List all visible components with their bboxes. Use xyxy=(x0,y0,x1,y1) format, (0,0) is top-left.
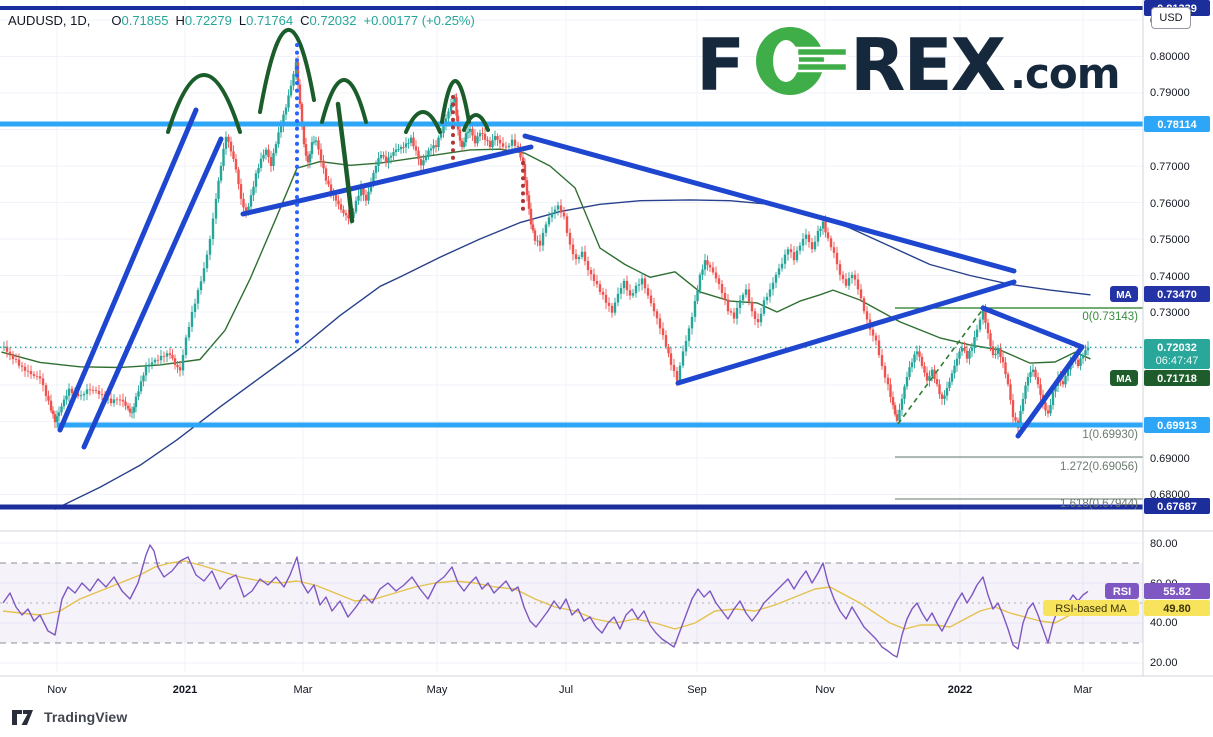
close-label: C xyxy=(300,13,310,28)
symbol-title: AUDUSD, 1D, xyxy=(8,13,91,28)
price-badge xyxy=(1144,498,1210,514)
svg-text:Sep: Sep xyxy=(687,684,707,696)
arc-annotation-2[interactable] xyxy=(258,27,316,114)
triangle-lower[interactable] xyxy=(675,279,1017,386)
rsi-line xyxy=(2,544,1089,658)
svg-text:0.74000: 0.74000 xyxy=(1150,271,1190,283)
svg-text:40.00: 40.00 xyxy=(1150,617,1178,629)
svg-text:0.69913: 0.69913 xyxy=(1157,420,1197,432)
svg-text:1.272(0.69056): 1.272(0.69056) xyxy=(1060,461,1138,473)
fib-labels: 0(0.73143) 1(0.69930) 1.272(0.69056) 1.618(… xyxy=(1060,311,1138,510)
arc-annotation-5[interactable] xyxy=(440,79,471,124)
channel-line-b[interactable] xyxy=(81,136,224,450)
currency-unit-button[interactable]: USD xyxy=(1151,7,1191,29)
svg-text:Jul: Jul xyxy=(559,684,573,696)
svg-text:49.80: 49.80 xyxy=(1163,603,1191,615)
price-badge xyxy=(1144,116,1210,132)
svg-text:0.78114: 0.78114 xyxy=(1157,119,1197,131)
arc-annotation-1[interactable] xyxy=(166,73,242,134)
svg-text:F: F xyxy=(696,23,743,107)
close-value: 0.72032 xyxy=(309,13,357,28)
indicator-value-badge xyxy=(1144,583,1210,599)
svg-text:1.618(0.67944): 1.618(0.67944) xyxy=(1060,498,1138,510)
pennant-lower[interactable] xyxy=(1015,344,1085,439)
channel-line-a[interactable] xyxy=(57,107,199,433)
ma-pill xyxy=(1110,286,1138,302)
svg-text:Nov: Nov xyxy=(815,684,835,696)
svg-text:0.73000: 0.73000 xyxy=(1150,307,1190,319)
green-down-stroke[interactable] xyxy=(335,101,355,224)
tradingview-icon xyxy=(12,709,33,725)
open-label: O xyxy=(111,13,122,28)
time-axis[interactable]: Nov 2021 Mar May Jul Sep Nov 2022 Mar xyxy=(47,684,1093,696)
svg-text:80.00: 80.00 xyxy=(1150,538,1178,550)
svg-text:0(0.73143): 0(0.73143) xyxy=(1082,311,1138,323)
tradingview-label: TradingView xyxy=(44,709,128,725)
svg-text:0.69000: 0.69000 xyxy=(1150,453,1190,465)
arc-annotation-3[interactable] xyxy=(320,78,368,124)
svg-text:0.80000: 0.80000 xyxy=(1150,51,1190,63)
svg-text:0.75000: 0.75000 xyxy=(1150,234,1190,246)
ma-pill xyxy=(1110,370,1138,386)
arc-annotation-6[interactable] xyxy=(462,113,490,132)
indicator-pill xyxy=(1105,583,1139,599)
svg-text:.com: .com xyxy=(1010,49,1119,98)
price-badge xyxy=(1144,286,1210,302)
svg-text:20.00: 20.00 xyxy=(1150,657,1178,669)
pane-chrome xyxy=(0,0,1213,677)
svg-text:0.73470: 0.73470 xyxy=(1157,289,1197,301)
price-badge xyxy=(1144,417,1210,433)
svg-text:2022: 2022 xyxy=(948,684,972,696)
svg-text:Mar: Mar xyxy=(294,684,313,696)
measured-move-dashed-line[interactable] xyxy=(897,308,984,425)
svg-text:RSI-based MA: RSI-based MA xyxy=(1055,603,1127,615)
svg-text:MA: MA xyxy=(1116,374,1132,385)
low-label: L xyxy=(238,13,247,28)
price-badge xyxy=(1144,339,1210,369)
svg-text:0.76000: 0.76000 xyxy=(1150,198,1190,210)
forex-logo: F REX .com xyxy=(696,23,1120,107)
open-value: 0.71855 xyxy=(121,13,169,28)
analyst-drawings[interactable] xyxy=(0,6,1143,510)
svg-text:1(0.69930): 1(0.69930) xyxy=(1082,429,1138,441)
svg-text:May: May xyxy=(427,684,448,696)
high-label: H xyxy=(175,13,185,28)
svg-text:Nov: Nov xyxy=(47,684,67,696)
price-badge xyxy=(1144,370,1210,386)
triangle-upper[interactable] xyxy=(522,133,1017,274)
svg-text:0.72032: 0.72032 xyxy=(1157,342,1197,354)
change-value: +0.00177 (+0.25%) xyxy=(363,13,475,28)
arc-annotation-4[interactable] xyxy=(404,110,442,134)
svg-text:0.77000: 0.77000 xyxy=(1150,161,1190,173)
rsi-panel xyxy=(0,544,1143,658)
svg-text:RSI: RSI xyxy=(1113,586,1131,598)
neckline[interactable] xyxy=(240,144,534,217)
svg-text:0.67687: 0.67687 xyxy=(1157,501,1197,513)
svg-text:55.82: 55.82 xyxy=(1163,586,1191,598)
indicator-pill xyxy=(1043,600,1139,616)
svg-text:2021: 2021 xyxy=(173,684,197,696)
high-value: 0.72279 xyxy=(184,13,232,28)
low-value: 0.71764 xyxy=(246,13,294,28)
svg-text:0.79000: 0.79000 xyxy=(1150,87,1190,99)
symbol-legend: AUDUSD, 1D, O0.71855 H0.72279 L0.71764 C0.72… xyxy=(8,13,475,28)
svg-text:0.71718: 0.71718 xyxy=(1157,373,1197,385)
svg-text:REX: REX xyxy=(850,23,1006,107)
rsi-ma-line xyxy=(2,560,1086,630)
candlestick-series xyxy=(2,55,1090,434)
tradingview-watermark[interactable]: TradingView xyxy=(12,709,127,725)
pennant-upper[interactable] xyxy=(980,305,1085,350)
indicator-value-badge xyxy=(1144,600,1210,616)
svg-text:Mar: Mar xyxy=(1074,684,1093,696)
svg-text:MA: MA xyxy=(1116,290,1132,301)
svg-text:06:47:47: 06:47:47 xyxy=(1156,355,1199,367)
